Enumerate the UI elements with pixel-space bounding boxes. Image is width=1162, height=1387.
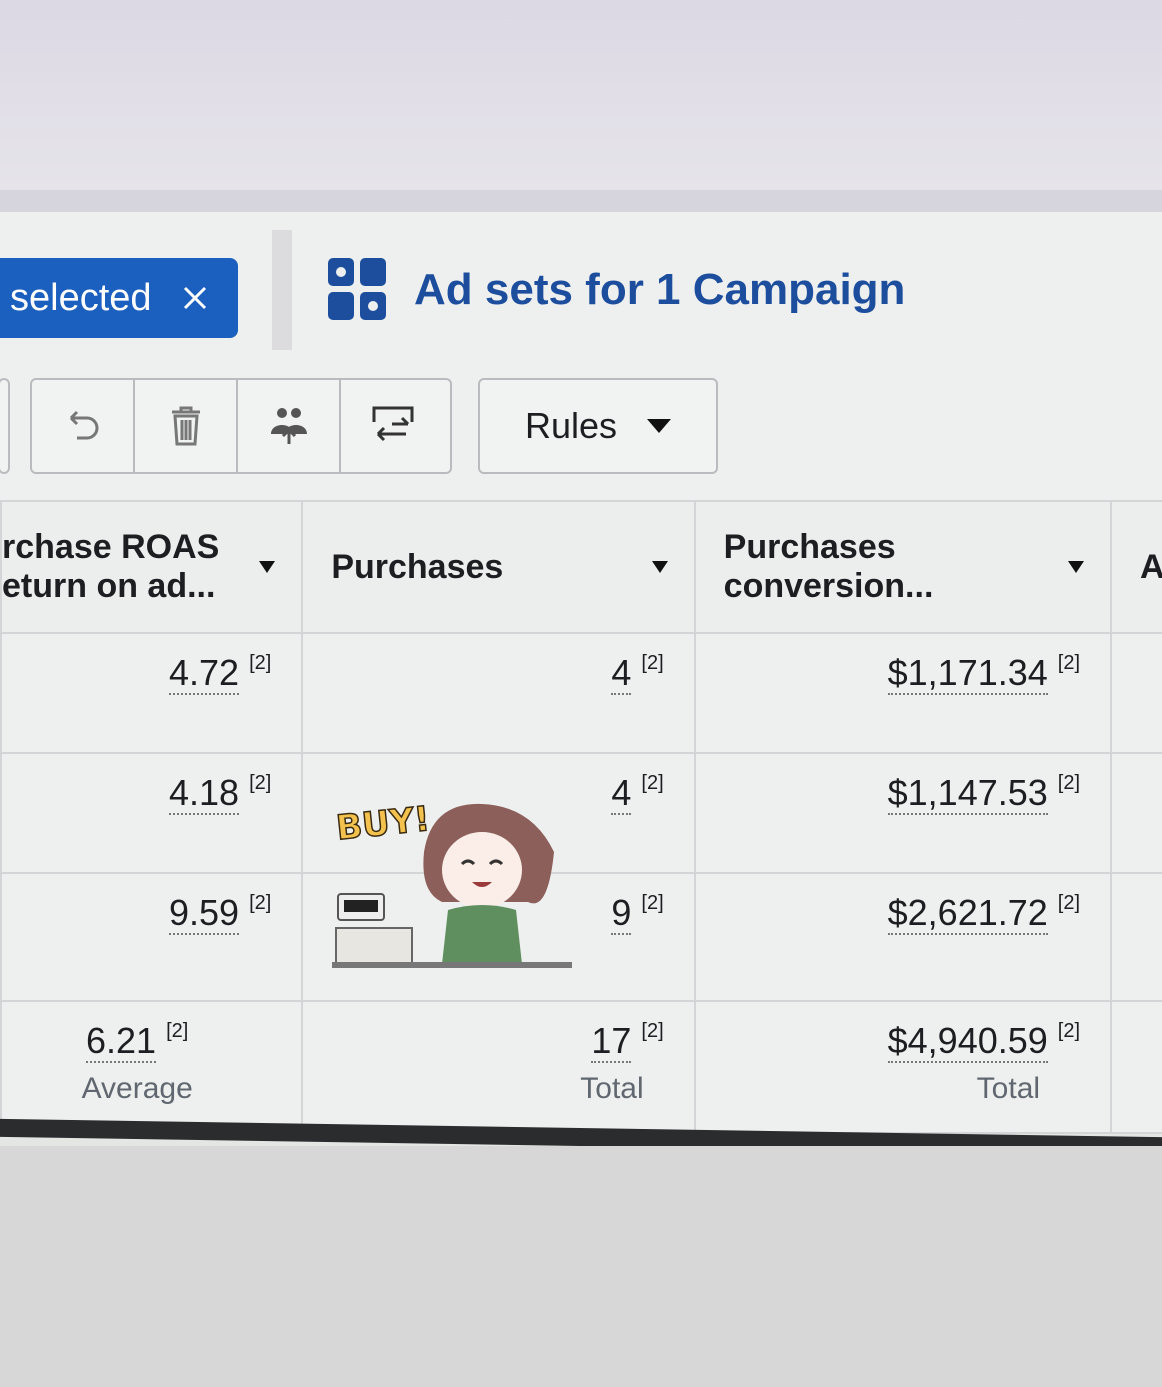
summary-value: 6.21 (86, 1020, 157, 1063)
cell-value[interactable]: 9 (611, 892, 632, 935)
summary-label: Total (976, 1072, 1041, 1105)
table-header-row: rchase ROAS eturn on ad... Purchases Purc… (0, 500, 1162, 634)
table-row: 4.72 [2] 4 [2] $1,171.34 [2] (0, 632, 1162, 754)
ad-sets-table: rchase ROAS eturn on ad... Purchases Purc… (0, 500, 1162, 1134)
header-line: conversion... (723, 567, 934, 605)
ab-test-button[interactable] (341, 380, 444, 472)
footnote: [2] (249, 892, 272, 914)
roas-summary: 6.21 [2] Average (0, 1000, 304, 1134)
background-band (0, 190, 1162, 212)
footnote: [2] (1057, 892, 1081, 914)
delete-button[interactable] (135, 380, 238, 472)
selected-label: selected (10, 276, 152, 319)
cell-value[interactable]: 4 (611, 772, 632, 815)
footnote: [2] (641, 772, 664, 794)
summary-label: Total (580, 1072, 644, 1105)
page-title: Ad sets for 1 Campaign (414, 265, 906, 314)
rules-label: Rules (524, 405, 618, 446)
rules-dropdown[interactable]: Rules (478, 378, 718, 474)
table-row: 9.59 [2] 9 [2] $2,621.72 [2] (0, 872, 1162, 1002)
undo-button[interactable] (32, 380, 135, 472)
table-row: 4.18 [2] 4 [2] $1,147.53 [2] (0, 752, 1162, 874)
header-line: eturn on ad... (2, 567, 216, 605)
undo-icon (69, 410, 98, 440)
next-cell (1110, 872, 1162, 1002)
cell-value[interactable]: 9.59 (169, 892, 240, 935)
purchases-summary: 17 [2] Total (301, 1000, 696, 1134)
header-line: A (1140, 547, 1162, 586)
cell-value[interactable]: 4.72 (169, 652, 240, 695)
value-cell: $2,621.72 [2] (693, 872, 1113, 1002)
cell-value[interactable]: 4 (611, 652, 632, 695)
footnote: [2] (641, 892, 664, 914)
audience-icon (270, 408, 307, 444)
footnote: [2] (1057, 1020, 1081, 1042)
caret-down-icon[interactable] (651, 561, 668, 573)
divider (272, 230, 292, 350)
footnote: [2] (249, 652, 272, 674)
caret-down-icon[interactable] (1068, 561, 1085, 573)
summary-label: Average (81, 1072, 193, 1105)
buy-sticker: BUY! (332, 798, 572, 968)
caret-down-icon (647, 419, 672, 433)
ab-test-icon (372, 406, 413, 442)
roas-cell: 4.72 [2] (0, 632, 304, 754)
caret-down-icon[interactable] (259, 561, 276, 573)
column-header-roas[interactable]: rchase ROAS eturn on ad... (0, 500, 304, 634)
close-icon[interactable] (182, 285, 208, 311)
column-header-conversion-value[interactable]: Purchases conversion... (693, 500, 1113, 634)
footnote: [2] (1057, 652, 1081, 674)
column-header-purchases[interactable]: Purchases (301, 500, 696, 634)
footnote: [2] (249, 772, 272, 794)
summary-value: 17 (591, 1020, 632, 1063)
audience-button[interactable] (238, 380, 341, 472)
cell-value[interactable]: $2,621.72 (887, 892, 1048, 935)
roas-cell: 4.18 [2] (0, 752, 304, 874)
background-top (0, 0, 1162, 190)
cell-value[interactable]: 4.18 (169, 772, 240, 815)
background-bottom (0, 1146, 1162, 1387)
trash-icon (171, 406, 200, 446)
selected-chip[interactable]: selected (0, 258, 238, 338)
toolbar-edge (0, 378, 10, 474)
footnote: [2] (1057, 772, 1081, 794)
page-header: Ad sets for 1 Campaign (328, 258, 905, 322)
value-cell: $1,147.53 [2] (693, 752, 1113, 874)
summary-row: 6.21 [2] Average 17 [2] Total $4,940.59 [2] To… (0, 1000, 1162, 1134)
toolbar-group (30, 378, 452, 474)
summary-value: $4,940.59 (887, 1020, 1048, 1063)
column-header-next[interactable]: A (1110, 500, 1162, 634)
header-line: Purchases (331, 547, 504, 586)
svg-text:BUY!: BUY! (334, 799, 431, 849)
value-cell: $1,171.34 [2] (693, 632, 1113, 754)
header-line: rchase ROAS (2, 528, 220, 566)
next-cell (1110, 632, 1162, 754)
grid-icon (328, 258, 386, 320)
footnote: [2] (166, 1020, 189, 1042)
cell-value[interactable]: $1,147.53 (887, 772, 1048, 815)
header-line: Purchases (723, 528, 896, 566)
value-summary: $4,940.59 [2] Total (693, 1000, 1113, 1134)
purchases-cell: 4 [2] (301, 632, 696, 754)
footnote: [2] (641, 1020, 664, 1042)
roas-cell: 9.59 [2] (0, 872, 304, 1002)
next-cell (1110, 752, 1162, 874)
footnote: [2] (641, 652, 664, 674)
cell-value[interactable]: $1,171.34 (887, 652, 1048, 695)
next-cell (1110, 1000, 1162, 1134)
